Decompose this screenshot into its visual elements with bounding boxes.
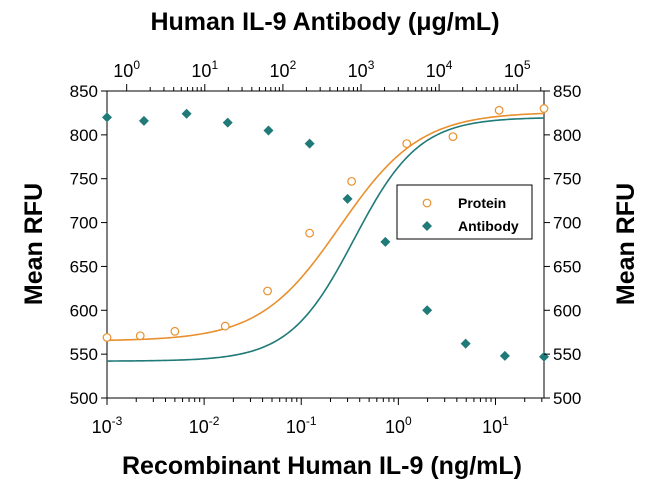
x-tick-label-bottom: 10-3 — [92, 414, 123, 437]
antibody-point — [138, 115, 149, 126]
antibody-point — [380, 236, 391, 247]
protein-point — [170, 326, 180, 336]
x-tick-label-bottom: 100 — [385, 414, 412, 437]
protein-point — [135, 331, 145, 341]
antibody-point — [342, 193, 353, 204]
y-tick-label-right: 850 — [553, 82, 581, 101]
x-tick-label-top: 100 — [113, 58, 140, 81]
y-tick-label-left: 750 — [70, 170, 98, 189]
y-axis-label-left: Mean RFU — [20, 183, 48, 305]
antibody-point — [539, 351, 549, 362]
x-tick-label-bottom: 10-1 — [286, 414, 317, 437]
antibody-point — [102, 112, 112, 123]
protein-point — [494, 105, 504, 115]
y-tick-label-left: 500 — [70, 389, 98, 408]
x-tick-label-top: 101 — [191, 58, 218, 81]
x-tick-label-top: 103 — [348, 58, 375, 81]
legend: Protein Antibody — [396, 184, 533, 240]
y-tick-label-right: 700 — [553, 214, 581, 233]
chart-marks — [102, 104, 549, 362]
antibody-point — [499, 350, 510, 361]
antibody-point — [222, 117, 233, 128]
y-tick-label-left: 550 — [70, 345, 98, 364]
y-tick-label-left: 600 — [70, 301, 98, 320]
x-axis-label: Recombinant Human IL-9 (ng/mL) — [122, 452, 522, 480]
y-tick-label-right: 500 — [553, 389, 581, 408]
protein-point — [448, 132, 458, 142]
chart-title: Human IL-9 Antibody (μg/mL) — [150, 8, 499, 36]
plot-frame — [106, 90, 545, 399]
legend-antibody-marker — [422, 221, 432, 231]
antibody-fit-curve — [106, 117, 545, 362]
x-tick-label-top: 104 — [426, 58, 453, 81]
y-tick-label-left: 650 — [70, 257, 98, 276]
antibody-point — [422, 305, 433, 316]
y-tick-label-left: 800 — [70, 126, 98, 145]
x-tick-label-bottom: 10-2 — [189, 414, 220, 437]
legend-protein-marker — [422, 198, 432, 208]
y-tick-label-right: 650 — [553, 257, 581, 276]
y-tick-label-left: 700 — [70, 214, 98, 233]
y-tick-label-left: 850 — [70, 82, 98, 101]
protein-point — [402, 139, 412, 149]
legend-box — [396, 184, 533, 240]
y-tick-label-right: 600 — [553, 301, 581, 320]
y-tick-label-right: 800 — [553, 126, 581, 145]
legend-protein-label: Protein — [458, 195, 506, 211]
protein-point — [102, 333, 112, 342]
protein-point — [347, 176, 356, 186]
antibody-point — [181, 108, 192, 119]
protein-fit-curve — [106, 112, 545, 342]
y-tick-label-right: 550 — [553, 345, 581, 364]
antibody-point — [304, 138, 315, 149]
x-tick-label-top: 105 — [504, 58, 531, 81]
antibody-point — [460, 338, 471, 349]
antibody-point — [263, 125, 274, 136]
protein-point — [220, 321, 230, 331]
y-tick-label-right: 750 — [553, 170, 581, 189]
protein-point — [539, 104, 549, 113]
x-tick-label-bottom: 101 — [482, 414, 509, 437]
y-axis-label-right: Mean RFU — [612, 183, 640, 305]
x-tick-label-top: 102 — [270, 58, 297, 81]
protein-point — [263, 286, 272, 296]
legend-antibody-label: Antibody — [458, 218, 519, 234]
protein-point — [305, 228, 315, 238]
